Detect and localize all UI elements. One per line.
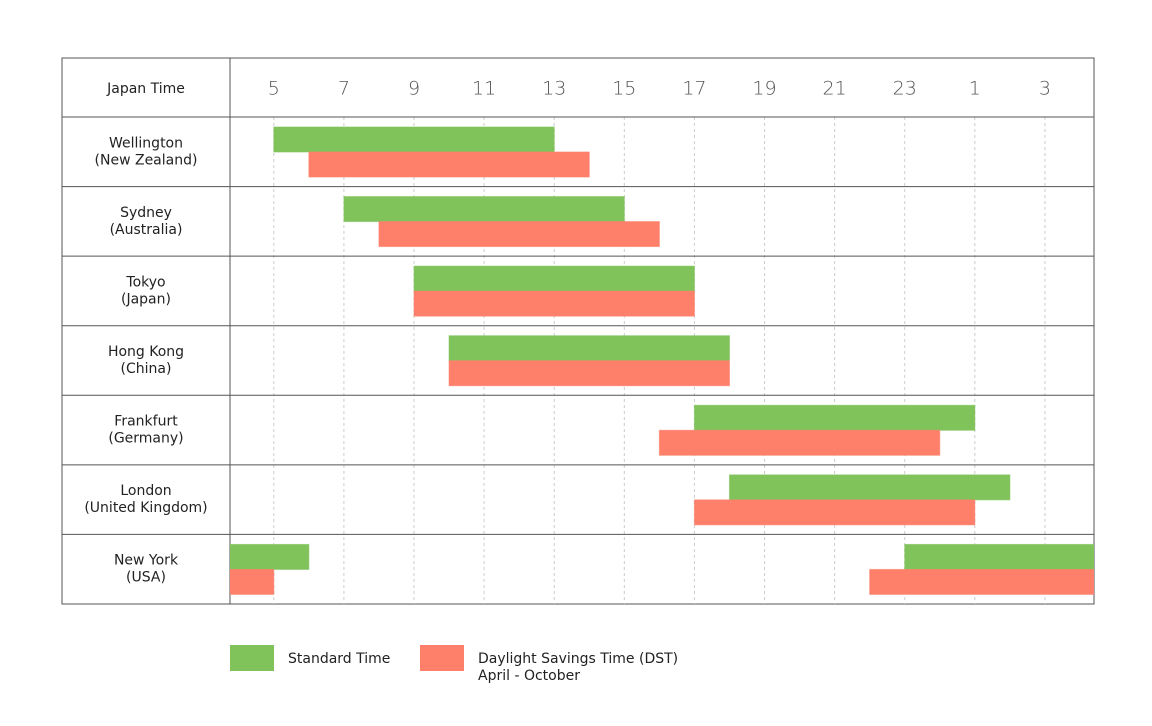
- x-tick-label: 1: [969, 78, 981, 100]
- x-tick-label: 23: [893, 78, 917, 100]
- category-label: Frankfurt: [114, 414, 178, 430]
- x-tick-label: 13: [542, 78, 566, 100]
- category-label: (United Kingdom): [84, 500, 207, 516]
- x-tick-label: 21: [823, 78, 847, 100]
- bar: [693, 404, 976, 431]
- x-tick-label: 9: [408, 78, 420, 100]
- category-label: (New Zealand): [95, 152, 198, 168]
- legend-note: April - October: [478, 668, 580, 684]
- bar: [448, 335, 730, 362]
- bar: [230, 543, 310, 570]
- bar: [658, 429, 941, 456]
- category-label: (Japan): [121, 291, 171, 307]
- bar: [693, 499, 976, 526]
- category-label: Tokyo: [125, 274, 165, 290]
- bar: [343, 196, 625, 223]
- category-label: Wellington: [109, 135, 183, 151]
- legend-swatch: [420, 645, 464, 671]
- x-tick-label: 15: [612, 78, 636, 100]
- bar: [413, 265, 695, 292]
- bar: [308, 151, 590, 178]
- bar: [273, 126, 555, 153]
- x-tick-label: 7: [338, 78, 350, 100]
- x-tick-label: 3: [1039, 78, 1051, 100]
- legend-swatch: [230, 645, 274, 671]
- table-frame: [61, 57, 1095, 605]
- bar: [869, 568, 1094, 595]
- x-axis-label: Japan Time: [106, 81, 185, 97]
- category-label: (Australia): [110, 222, 183, 238]
- legend-label: Daylight Savings Time (DST): [478, 651, 678, 667]
- bar: [904, 543, 1094, 570]
- bar: [378, 221, 660, 248]
- bar: [230, 568, 275, 595]
- x-tick-label: 5: [268, 78, 280, 100]
- category-label: New York: [114, 553, 179, 569]
- category-label: (Germany): [108, 431, 183, 447]
- category-label: Sydney: [120, 205, 172, 221]
- bar: [448, 360, 730, 387]
- x-tick-label: 19: [752, 78, 776, 100]
- x-tick-label: 11: [472, 78, 496, 100]
- legend-label: Standard Time: [288, 651, 390, 667]
- category-label: London: [120, 483, 171, 499]
- bar: [413, 290, 695, 317]
- category-label: (USA): [126, 570, 166, 586]
- category-label: (China): [121, 361, 172, 377]
- category-label: Hong Kong: [108, 344, 184, 360]
- bar: [728, 474, 1011, 501]
- x-tick-label: 17: [682, 78, 706, 100]
